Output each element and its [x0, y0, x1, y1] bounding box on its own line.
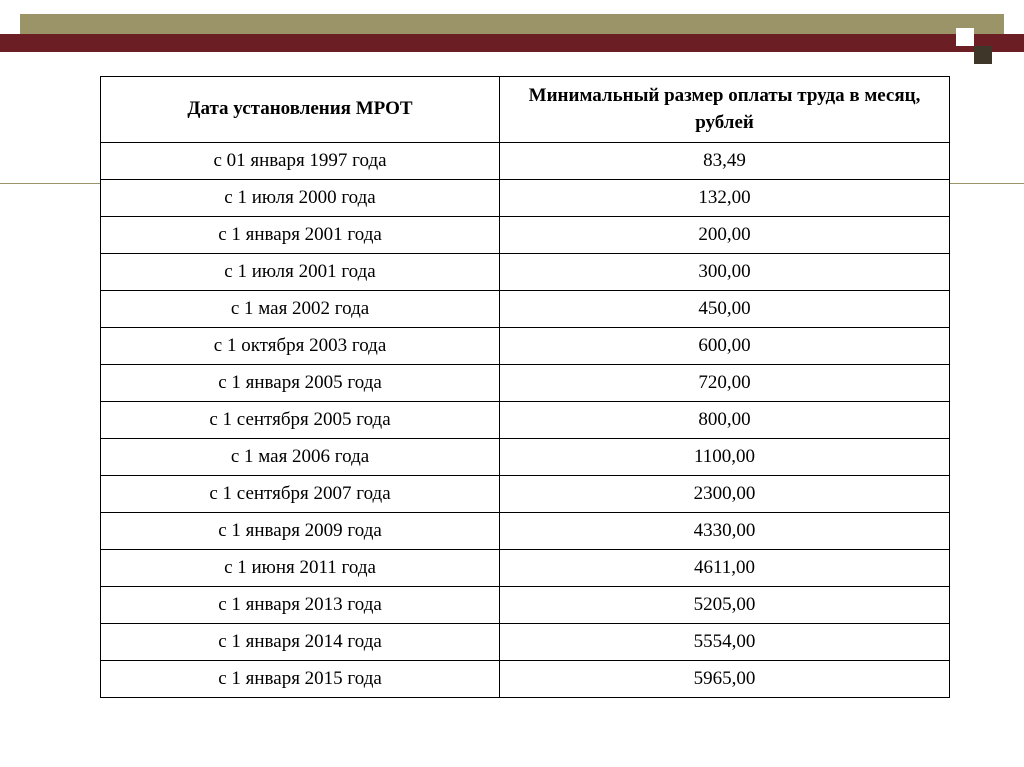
- table-row: с 1 июля 2001 года300,00: [101, 254, 950, 291]
- cell-value: 2300,00: [500, 476, 950, 513]
- cell-date: с 1 июня 2011 года: [101, 550, 500, 587]
- cell-date: с 1 января 2015 года: [101, 661, 500, 698]
- cell-date: с 1 января 2013 года: [101, 587, 500, 624]
- cell-value: 1100,00: [500, 439, 950, 476]
- table-row: с 1 января 2015 года5965,00: [101, 661, 950, 698]
- cell-date: с 1 июля 2001 года: [101, 254, 500, 291]
- cell-value: 450,00: [500, 291, 950, 328]
- cell-value: 600,00: [500, 328, 950, 365]
- cell-date: с 01 января 1997 года: [101, 143, 500, 180]
- table-row: с 1 января 2014 года5554,00: [101, 624, 950, 661]
- mrot-table-container: Дата установления МРОТ Минимальный разме…: [100, 76, 950, 698]
- cell-value: 300,00: [500, 254, 950, 291]
- table-row: с 1 января 2005 года720,00: [101, 365, 950, 402]
- table-row: с 1 июля 2000 года132,00: [101, 180, 950, 217]
- table-row: с 1 января 2013 года5205,00: [101, 587, 950, 624]
- cell-date: с 1 сентября 2007 года: [101, 476, 500, 513]
- cell-value: 5965,00: [500, 661, 950, 698]
- table-row: с 1 января 2009 года4330,00: [101, 513, 950, 550]
- cell-value: 5554,00: [500, 624, 950, 661]
- slide-header-bar: [0, 14, 1024, 52]
- cell-date: с 1 мая 2002 года: [101, 291, 500, 328]
- cell-value: 200,00: [500, 217, 950, 254]
- cell-date: с 1 января 2001 года: [101, 217, 500, 254]
- cell-value: 83,49: [500, 143, 950, 180]
- cell-date: с 1 июля 2000 года: [101, 180, 500, 217]
- cell-value: 800,00: [500, 402, 950, 439]
- cell-date: с 1 мая 2006 года: [101, 439, 500, 476]
- header-olive-strip: [20, 14, 1004, 34]
- table-row: с 1 мая 2006 года1100,00: [101, 439, 950, 476]
- table-row: с 1 октября 2003 года600,00: [101, 328, 950, 365]
- table-row: с 1 июня 2011 года4611,00: [101, 550, 950, 587]
- decorative-square-dark: [974, 46, 992, 64]
- cell-date: с 1 октября 2003 года: [101, 328, 500, 365]
- header-maroon-strip: [0, 34, 1024, 52]
- cell-value: 5205,00: [500, 587, 950, 624]
- table-row: с 1 мая 2002 года450,00: [101, 291, 950, 328]
- cell-date: с 1 января 2014 года: [101, 624, 500, 661]
- cell-value: 4611,00: [500, 550, 950, 587]
- cell-date: с 1 января 2009 года: [101, 513, 500, 550]
- table-header-row: Дата установления МРОТ Минимальный разме…: [101, 77, 950, 143]
- table-body: с 01 января 1997 года83,49с 1 июля 2000 …: [101, 143, 950, 698]
- cell-value: 132,00: [500, 180, 950, 217]
- table-row: с 1 сентября 2005 года800,00: [101, 402, 950, 439]
- decorative-square-white: [956, 28, 974, 46]
- cell-date: с 1 сентября 2005 года: [101, 402, 500, 439]
- table-row: с 1 сентября 2007 года2300,00: [101, 476, 950, 513]
- table-row: с 01 января 1997 года83,49: [101, 143, 950, 180]
- mrot-table: Дата установления МРОТ Минимальный разме…: [100, 76, 950, 698]
- header-value-col: Минимальный размер оплаты труда в месяц,…: [500, 77, 950, 143]
- cell-value: 4330,00: [500, 513, 950, 550]
- cell-date: с 1 января 2005 года: [101, 365, 500, 402]
- header-date-col: Дата установления МРОТ: [101, 77, 500, 143]
- table-row: с 1 января 2001 года200,00: [101, 217, 950, 254]
- cell-value: 720,00: [500, 365, 950, 402]
